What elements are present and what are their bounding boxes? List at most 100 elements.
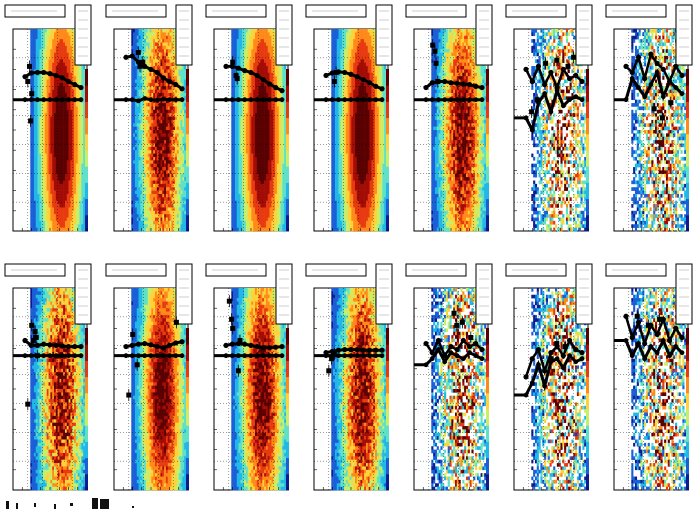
heatmap-cell bbox=[182, 69, 185, 74]
heatmap-cell bbox=[144, 126, 147, 131]
heatmap-cell bbox=[70, 123, 73, 127]
heatmap-cell bbox=[39, 39, 42, 43]
heatmap-cell bbox=[176, 72, 179, 77]
heatmap-cell bbox=[55, 146, 58, 151]
heatmap-cell bbox=[33, 99, 37, 104]
heatmap-cell bbox=[256, 59, 259, 63]
heatmap-cell bbox=[134, 133, 138, 138]
heatmap-cell bbox=[30, 214, 33, 218]
heatmap-cell bbox=[136, 140, 139, 144]
heatmap-cell bbox=[167, 89, 170, 94]
heatmap-cell bbox=[233, 42, 236, 47]
heatmap-cell bbox=[138, 29, 141, 33]
heatmap-cell bbox=[236, 103, 239, 107]
heatmap-cell bbox=[133, 29, 136, 33]
heatmap-cell bbox=[131, 210, 134, 215]
heatmap-cell bbox=[142, 39, 145, 43]
heatmap-cell bbox=[245, 193, 248, 198]
heatmap-cell bbox=[39, 167, 42, 171]
heatmap-cell bbox=[233, 167, 236, 171]
heatmap-cell bbox=[240, 173, 243, 178]
heatmap-cell bbox=[66, 82, 69, 87]
heatmap-cell bbox=[260, 119, 263, 124]
heatmap-cell bbox=[48, 109, 51, 114]
heatmap-cell bbox=[247, 45, 250, 50]
heatmap-cell bbox=[175, 103, 178, 107]
heatmap-cell bbox=[149, 32, 152, 37]
heatmap-cell bbox=[169, 113, 172, 117]
heatmap-cell bbox=[83, 123, 86, 127]
heatmap-cell bbox=[35, 42, 38, 47]
heatmap-cell bbox=[144, 82, 147, 87]
heatmap-cell bbox=[57, 96, 60, 100]
heatmap-cell bbox=[39, 45, 42, 50]
heatmap-cell bbox=[142, 167, 145, 171]
heatmap-cell bbox=[265, 130, 269, 134]
heatmap-cell bbox=[165, 210, 169, 215]
heatmap-cell bbox=[251, 109, 254, 114]
heatmap-cell bbox=[39, 76, 42, 80]
heatmap-cell bbox=[251, 146, 254, 151]
heatmap-cell bbox=[171, 52, 174, 57]
heatmap-cell bbox=[70, 39, 73, 43]
heatmap-cell bbox=[264, 59, 267, 63]
heatmap-cell bbox=[147, 39, 150, 43]
heatmap-cell bbox=[262, 59, 265, 63]
heatmap-cell bbox=[140, 207, 143, 212]
heatmap-cell bbox=[176, 123, 179, 127]
heatmap-cell bbox=[234, 39, 238, 43]
heatmap-cell bbox=[158, 133, 161, 138]
heatmap-cell bbox=[249, 227, 252, 232]
heatmap-cell bbox=[164, 143, 167, 148]
heatmap-cell bbox=[242, 55, 245, 60]
heatmap-cell bbox=[245, 52, 248, 57]
heatmap-cell bbox=[46, 35, 49, 40]
heatmap-cell bbox=[133, 89, 136, 94]
profile-marker bbox=[123, 54, 129, 60]
heatmap-cell bbox=[144, 103, 147, 107]
heatmap-cell bbox=[255, 224, 258, 228]
heatmap-cell bbox=[169, 150, 172, 154]
heatmap-cell bbox=[142, 72, 145, 77]
heatmap-cell bbox=[262, 140, 265, 144]
heatmap-cell bbox=[253, 130, 256, 134]
heatmap-cell bbox=[72, 150, 75, 154]
heatmap-cell bbox=[158, 42, 161, 47]
heatmap-cell bbox=[171, 86, 174, 90]
panel-0-1 bbox=[105, 4, 193, 232]
colorbar-swatch bbox=[85, 117, 88, 135]
heatmap-cell bbox=[77, 207, 80, 212]
heatmap-cell bbox=[75, 146, 78, 151]
heatmap-cell bbox=[160, 217, 163, 222]
heatmap-cell bbox=[251, 160, 254, 164]
heatmap-cell bbox=[57, 163, 60, 168]
heatmap-cell bbox=[251, 86, 254, 90]
heatmap-cell bbox=[59, 133, 62, 138]
heatmap-cell bbox=[156, 89, 159, 94]
heatmap-cell bbox=[41, 190, 44, 195]
heatmap-cell bbox=[43, 42, 46, 47]
heatmap-cell bbox=[238, 79, 241, 84]
heatmap-cell bbox=[83, 163, 86, 168]
heatmap-cell bbox=[50, 66, 53, 70]
heatmap-cell bbox=[167, 140, 170, 144]
heatmap-cell bbox=[267, 76, 270, 80]
heatmap-cell bbox=[144, 69, 147, 74]
colorbar-swatch bbox=[186, 214, 189, 232]
heatmap-cell bbox=[171, 82, 174, 87]
heatmap-cell bbox=[151, 32, 154, 37]
heatmap-cell bbox=[134, 183, 138, 188]
heatmap-cell bbox=[255, 49, 258, 53]
heatmap-cell bbox=[164, 227, 167, 232]
heatmap-cell bbox=[264, 187, 267, 191]
heatmap-cell bbox=[258, 160, 261, 164]
heatmap-cell bbox=[39, 183, 42, 188]
heatmap-cell bbox=[136, 45, 139, 50]
heatmap-cell bbox=[41, 160, 44, 164]
heatmap-cell bbox=[66, 197, 69, 201]
heatmap-cell bbox=[267, 140, 270, 144]
heatmap-cell bbox=[55, 143, 58, 148]
heatmap-cell bbox=[64, 69, 68, 74]
heatmap-cell bbox=[251, 62, 254, 67]
heatmap-cell bbox=[54, 119, 57, 124]
